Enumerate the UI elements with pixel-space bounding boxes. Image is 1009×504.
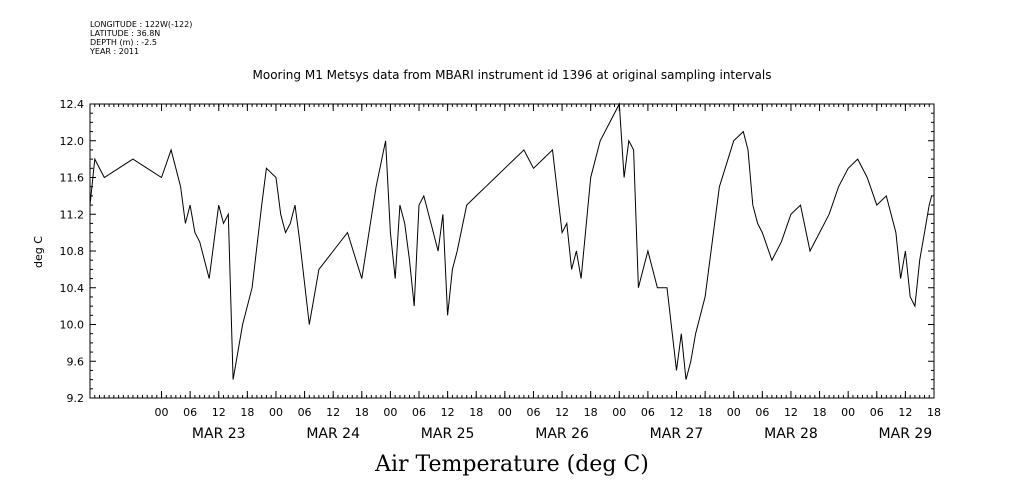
x-day-label: MAR 25 (421, 426, 475, 442)
x-day-label: MAR 23 (192, 426, 246, 442)
depth-text: DEPTH (m) : -2.5 (90, 38, 157, 47)
x-tick-label: 06 (755, 406, 769, 419)
x-tick-label: 12 (898, 406, 912, 419)
longitude-text: LONGITUDE : 122W(-122) (90, 20, 193, 29)
x-day-label: MAR 29 (879, 426, 933, 442)
plot-frame (89, 103, 935, 399)
chart-title: Mooring M1 Metsys data from MBARI instru… (252, 68, 772, 82)
y-tick-label: 12.4 (60, 98, 85, 111)
x-day-label: MAR 28 (764, 426, 818, 442)
x-axis: 00 06 12 18 00 06 12 18 00 06 12 18 00 06 12 18 00 06 12 18… (89, 104, 941, 442)
x-tick-label: 00 (383, 406, 397, 419)
x-tick-label: 12 (326, 406, 340, 419)
y-tick-label: 10.8 (60, 245, 85, 258)
x-tick-label: 18 (813, 406, 827, 419)
x-tick-label: 06 (641, 406, 655, 419)
x-tick-label: 18 (469, 406, 483, 419)
y-tick-label: 12.0 (60, 135, 85, 148)
y-tick-label: 11.6 (60, 172, 85, 185)
x-day-label: MAR 27 (650, 426, 704, 442)
x-tick-label: 18 (584, 406, 598, 419)
x-day-label: MAR 26 (535, 426, 589, 442)
x-tick-label: 00 (498, 406, 512, 419)
x-tick-label: 12 (555, 406, 569, 419)
x-tick-label: 12 (212, 406, 226, 419)
x-tick-label: 12 (784, 406, 798, 419)
latitude-text: LATITUDE : 36.8N (90, 29, 161, 38)
y-tick-label: 11.2 (60, 208, 85, 221)
x-tick-label: 06 (412, 406, 426, 419)
x-tick-label: 06 (870, 406, 884, 419)
x-day-label: MAR 24 (306, 426, 360, 442)
y-axis: 9.2 9.6 10.0 10.4 10.8 11.2 11.6 12.0 12.4 (60, 98, 934, 405)
x-tick-label: 12 (670, 406, 684, 419)
x-tick-label: 12 (441, 406, 455, 419)
y-axis-label: deg C (32, 236, 45, 268)
y-tick-label: 9.2 (67, 392, 85, 405)
x-tick-label: 18 (355, 406, 369, 419)
x-tick-label: 18 (240, 406, 254, 419)
y-tick-label: 10.0 (60, 319, 85, 332)
x-tick-label: 06 (298, 406, 312, 419)
x-tick-label: 06 (183, 406, 197, 419)
y-tick-label: 9.6 (67, 355, 85, 368)
y-tick-label: 10.4 (60, 282, 85, 295)
x-tick-label: 18 (927, 406, 941, 419)
metadata-block: LONGITUDE : 122W(-122) LATITUDE : 36.8N … (90, 20, 192, 56)
x-tick-label: 18 (698, 406, 712, 419)
x-tick-label: 06 (526, 406, 540, 419)
x-tick-label: 00 (155, 406, 169, 419)
bottom-title: Air Temperature (deg C) (375, 452, 649, 477)
x-tick-label: 00 (612, 406, 626, 419)
x-tick-label: 00 (841, 406, 855, 419)
series-group (89, 102, 933, 380)
series-line (89, 102, 933, 380)
year-text: YEAR : 2011 (90, 47, 140, 56)
x-tick-label: 00 (727, 406, 741, 419)
x-tick-label: 00 (269, 406, 283, 419)
